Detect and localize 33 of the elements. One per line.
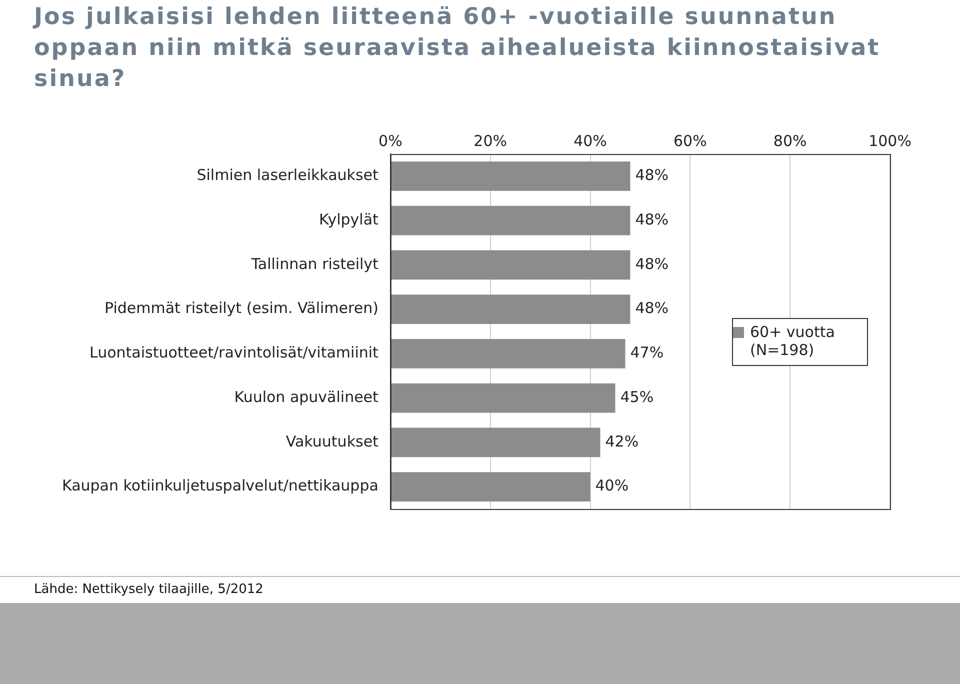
y-tick-label: Tallinnan risteilyt <box>250 254 379 273</box>
chart-title: Jos julkaisisi lehden liitteenä 60+ -vuotiaille suunnatun oppaan niin mitkä seuraavista aihealueista kiinnostaisivat sinua? <box>34 3 882 94</box>
text: 48% <box>635 166 669 184</box>
y-tick-label: Vakuutukset <box>286 432 379 450</box>
x-tick-label: 0% <box>378 132 402 150</box>
text: 48% <box>635 254 669 273</box>
x-tick-label: 100% <box>868 132 912 150</box>
y-tick-label: Silmien laserleikkaukset <box>196 166 379 184</box>
x-tick-label: 80% <box>773 132 807 150</box>
text: 40% <box>595 476 629 495</box>
y-tick-label: Luontaistuotteet/ravintolisät/vitamiinit <box>89 344 379 362</box>
bar <box>390 383 616 413</box>
x-tick-label: 60% <box>674 132 707 150</box>
bar <box>390 339 626 368</box>
bar <box>390 206 630 236</box>
text: 48% <box>635 299 669 318</box>
y-tick-label: Kaupan kotiinkuljetuspalvelut/nettikauppa <box>62 476 378 495</box>
bar <box>390 428 600 458</box>
bar <box>390 294 630 324</box>
bar <box>390 472 590 502</box>
text: 48% <box>635 210 669 228</box>
x-tick-label: 40% <box>574 132 607 150</box>
text: 47% <box>630 344 664 362</box>
y-tick-label: Kylpylät <box>318 210 379 228</box>
text: 45% <box>620 388 654 406</box>
bar <box>390 162 630 191</box>
text: Lähde: Nettikysely tilaajille, 5/2012 <box>34 582 264 597</box>
y-tick-label: Kuulon apuvälineet <box>234 388 379 406</box>
x-tick-label: 20% <box>474 132 508 150</box>
y-tick-label: Pidemmät risteilyt (esim. Välimeren) <box>104 299 378 318</box>
legend-label: 60+ vuotta (N=198) <box>750 323 836 359</box>
text: 42% <box>605 432 639 450</box>
bar <box>390 250 630 280</box>
